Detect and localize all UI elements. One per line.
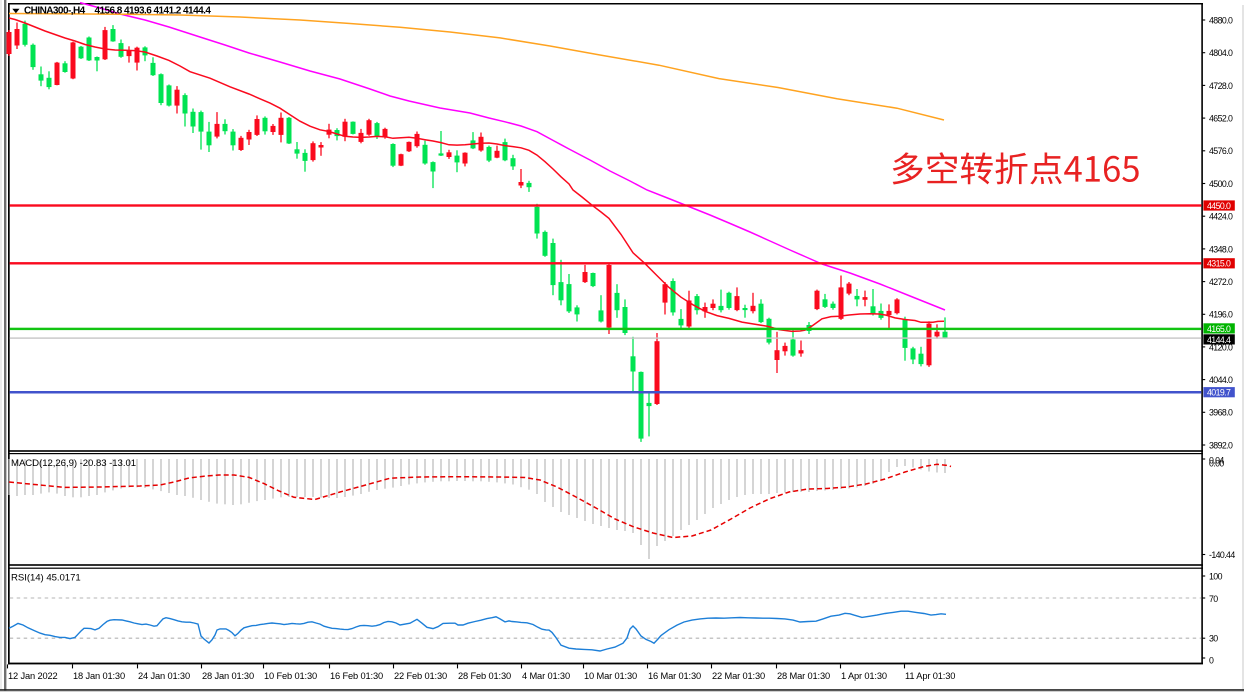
svg-text:1 Apr 01:30: 1 Apr 01:30 xyxy=(841,671,887,681)
svg-text:4272.0: 4272.0 xyxy=(1209,277,1233,287)
svg-text:18 Jan 01:30: 18 Jan 01:30 xyxy=(73,671,125,681)
svg-text:22 Mar 01:30: 22 Mar 01:30 xyxy=(712,671,765,681)
svg-text:10 Mar 01:30: 10 Mar 01:30 xyxy=(584,671,637,681)
svg-text:12 Jan 2022: 12 Jan 2022 xyxy=(8,671,58,681)
svg-text:4019.7: 4019.7 xyxy=(1207,388,1231,398)
svg-text:0.04: 0.04 xyxy=(1209,455,1224,465)
svg-text:4804.0: 4804.0 xyxy=(1209,48,1233,58)
svg-text:24 Jan 01:30: 24 Jan 01:30 xyxy=(138,671,190,681)
svg-text:0: 0 xyxy=(1209,656,1214,666)
svg-text:28 Mar 01:30: 28 Mar 01:30 xyxy=(777,671,830,681)
svg-text:CHINA300-,H4: CHINA300-,H4 xyxy=(24,6,86,17)
svg-text:4156.8 4193.6 4141.2 4144.4: 4156.8 4193.6 4141.2 4144.4 xyxy=(95,6,212,17)
svg-text:0.00: 0.00 xyxy=(1209,459,1224,469)
svg-text:28 Jan 01:30: 28 Jan 01:30 xyxy=(202,671,254,681)
svg-text:4044.0: 4044.0 xyxy=(1209,375,1233,385)
svg-text:70: 70 xyxy=(1209,594,1218,604)
svg-text:MACD(12,26,9) -20.83 -13.01: MACD(12,26,9) -20.83 -13.01 xyxy=(11,458,136,469)
svg-text:4 Mar 01:30: 4 Mar 01:30 xyxy=(522,671,570,681)
svg-text:4424.0: 4424.0 xyxy=(1209,212,1233,222)
svg-text:4196.0: 4196.0 xyxy=(1209,310,1233,320)
svg-text:4315.0: 4315.0 xyxy=(1207,259,1231,269)
svg-text:RSI(14) 45.0171: RSI(14) 45.0171 xyxy=(11,573,81,584)
svg-text:4880.0: 4880.0 xyxy=(1209,15,1233,25)
svg-text:4165.0: 4165.0 xyxy=(1207,324,1231,334)
svg-text:4576.0: 4576.0 xyxy=(1209,146,1233,156)
svg-text:4728.0: 4728.0 xyxy=(1209,81,1233,91)
svg-text:4450.0: 4450.0 xyxy=(1207,201,1231,211)
svg-text:16 Feb 01:30: 16 Feb 01:30 xyxy=(330,671,383,681)
svg-text:10 Feb 01:30: 10 Feb 01:30 xyxy=(264,671,317,681)
svg-text:28 Feb 01:30: 28 Feb 01:30 xyxy=(458,671,511,681)
svg-text:-140.44: -140.44 xyxy=(1209,550,1235,560)
svg-text:16 Mar 01:30: 16 Mar 01:30 xyxy=(648,671,701,681)
svg-text:30: 30 xyxy=(1209,634,1218,644)
svg-text:11 Apr 01:30: 11 Apr 01:30 xyxy=(905,671,955,681)
svg-text:4348.0: 4348.0 xyxy=(1209,244,1233,254)
svg-text:3968.0: 3968.0 xyxy=(1209,408,1233,418)
svg-text:4500.0: 4500.0 xyxy=(1209,179,1233,189)
svg-text:3892.0: 3892.0 xyxy=(1209,440,1233,450)
svg-text:4120.0: 4120.0 xyxy=(1209,342,1233,352)
svg-text:22 Feb 01:30: 22 Feb 01:30 xyxy=(394,671,447,681)
svg-text:4652.0: 4652.0 xyxy=(1209,114,1233,124)
svg-text:100: 100 xyxy=(1209,571,1223,581)
svg-text:4144.4: 4144.4 xyxy=(1207,335,1231,345)
